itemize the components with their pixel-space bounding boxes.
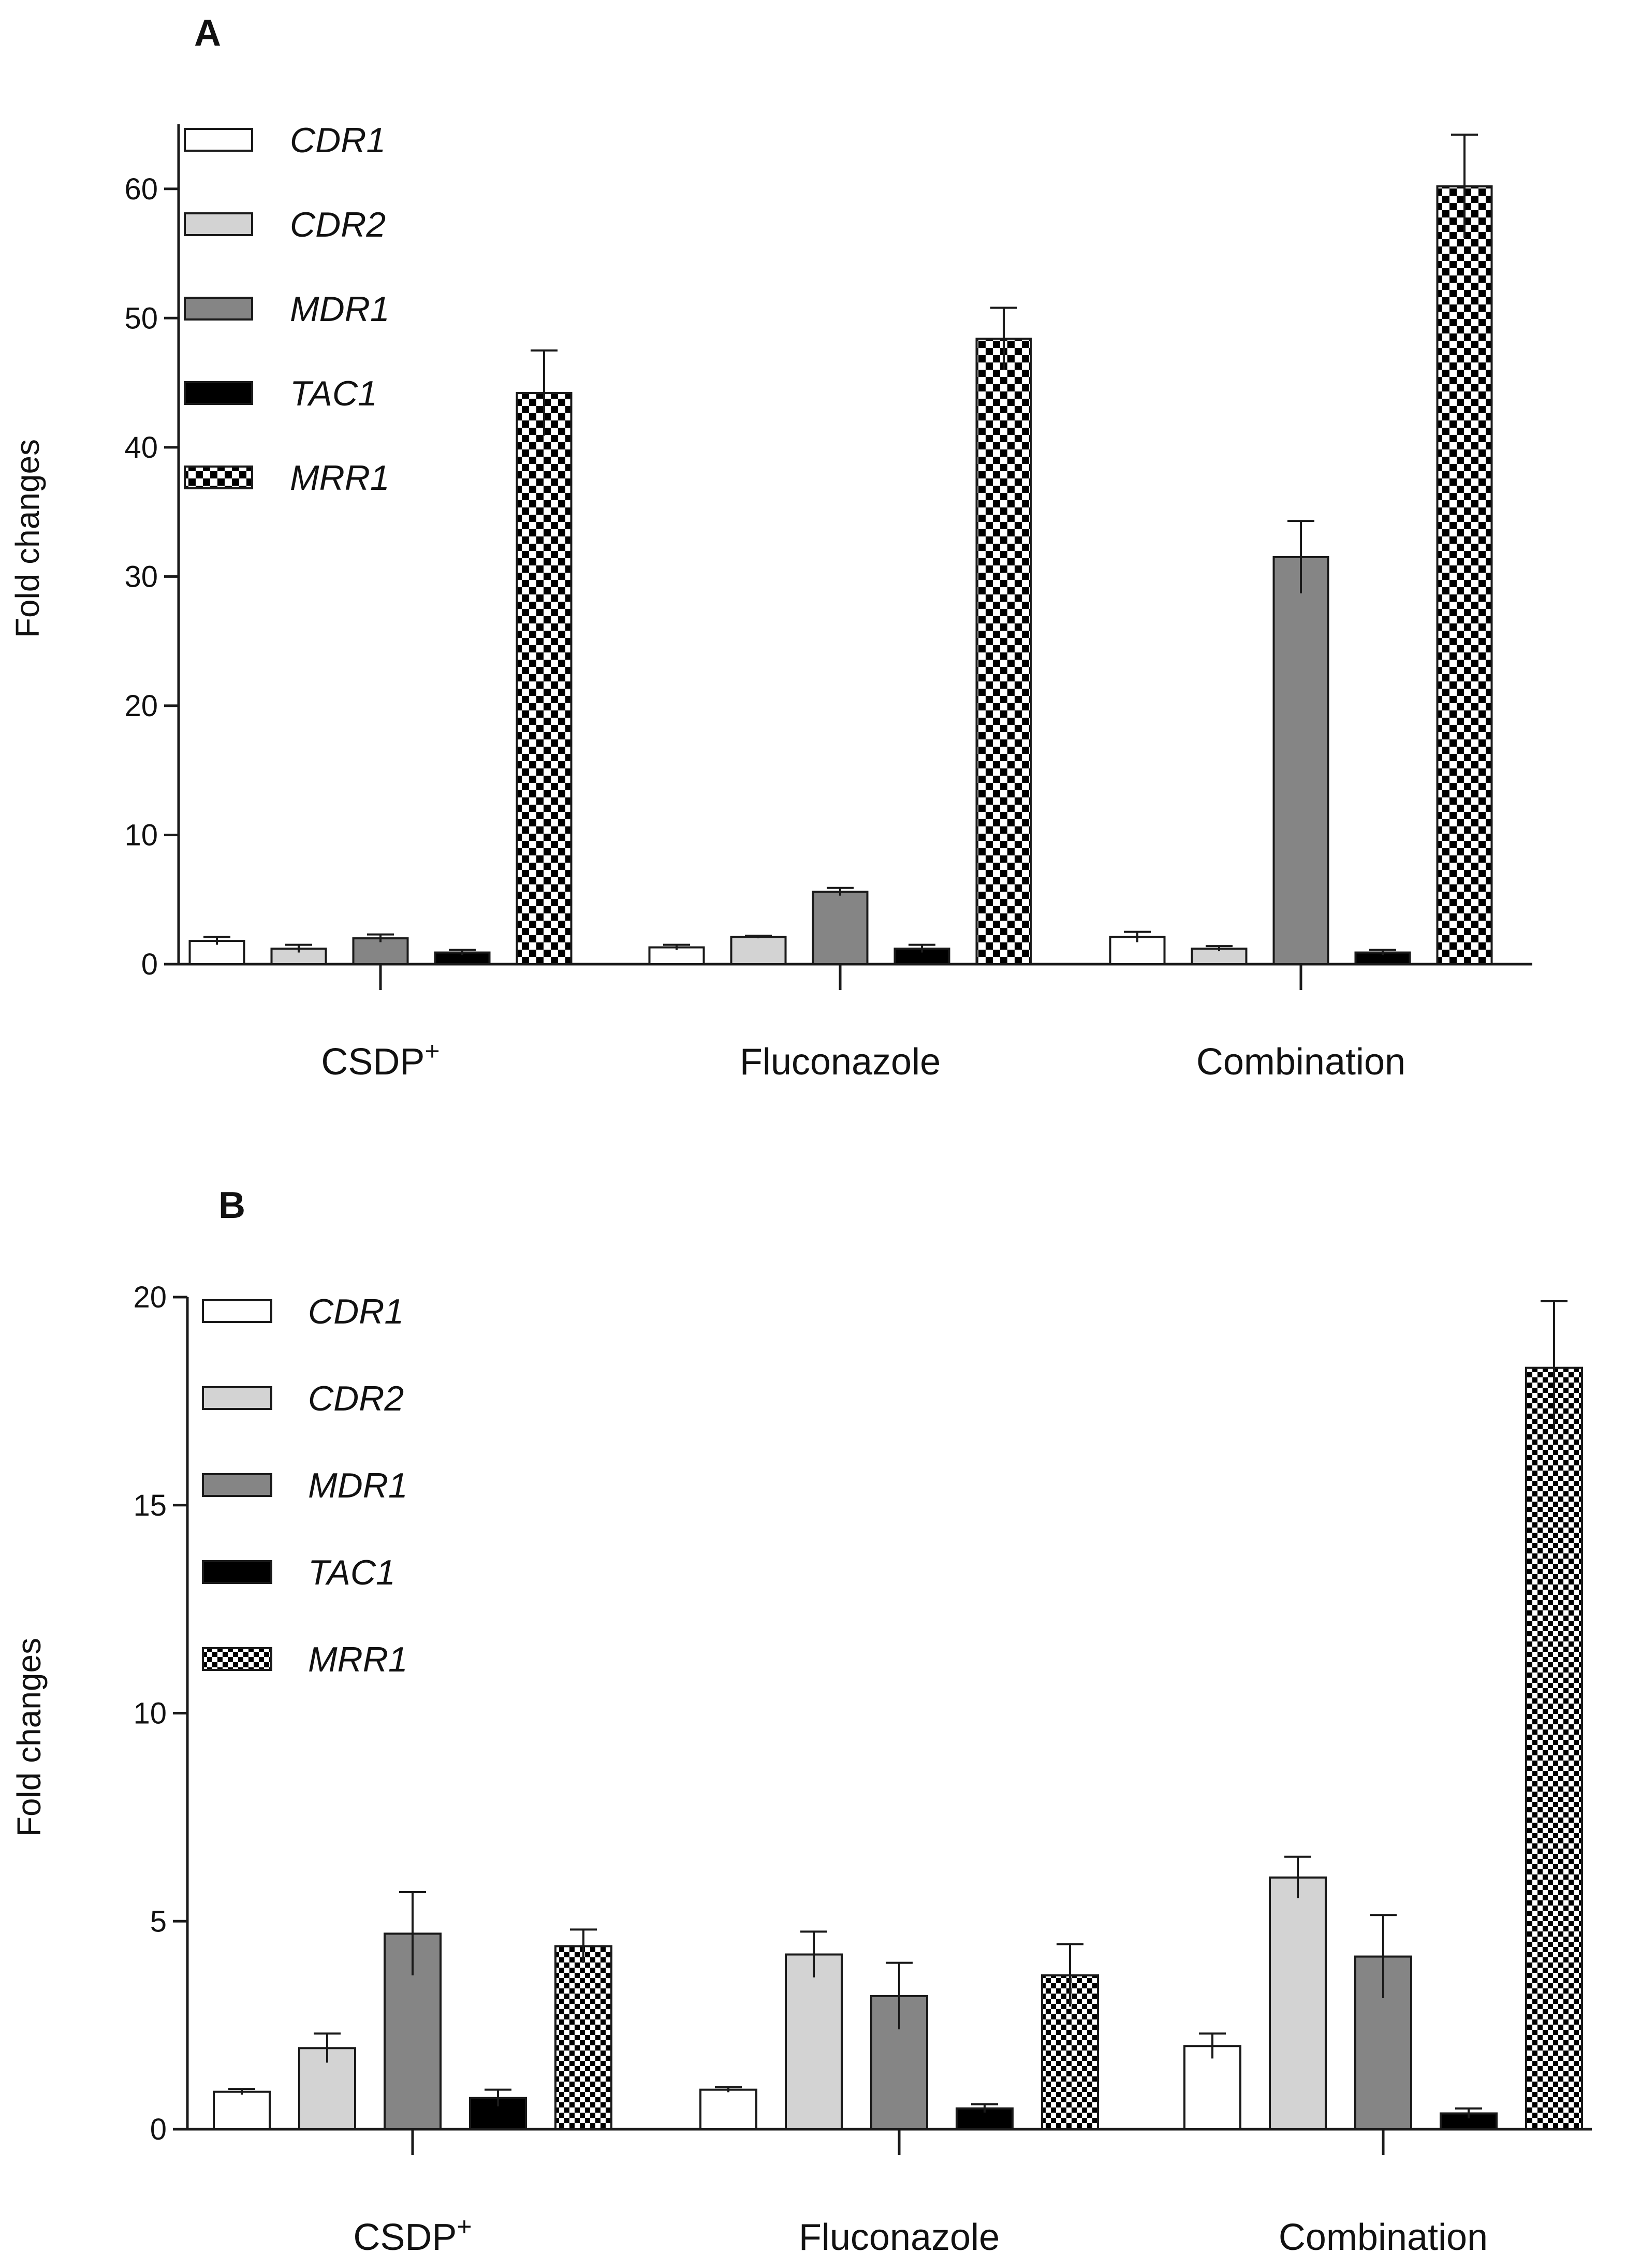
bar-cdr2-fluconazole [785,1953,843,2131]
legend-swatch-cdr2 [202,1386,272,1410]
group-label-fluconazole: Fluconazole [799,2217,1000,2258]
y-axis-label: Fold changes [10,1638,48,1837]
legend-label-mdr1: MDR1 [308,1466,408,1505]
legend-label-tac1: TAC1 [308,1553,395,1592]
bar-mrr1-fluconazole [975,338,1032,965]
y-tick-label: 60 [124,172,158,206]
bar-cdr1-combination [1109,936,1166,965]
bar-cdr2-combination [1269,1876,1327,2131]
chart-panel-a: 0 10 20 30 40 50 60 Fold changes CSDP+ Fluconazol… [9,121,1532,1083]
group-label-csdp: CSDP+ [321,1037,440,1083]
y-tick-label: 40 [124,431,158,464]
panel-b-label: B [218,1185,245,1226]
group-label-csdp: CSDP+ [353,2212,472,2258]
bar-mrr1-combination [1525,1366,1583,2130]
y-tick-label: 10 [133,1697,167,1731]
group-label-combination: Combination [1196,1041,1405,1083]
y-tick-label: 30 [124,560,158,593]
y-tick-label: 50 [124,301,158,335]
y-tick-label: 20 [133,1281,167,1314]
legend-swatch-cdr2 [184,212,253,236]
panel-a-label: A [194,12,221,54]
legend-swatch-cdr1 [202,1299,272,1323]
bar-cdr1-fluconazole [699,2088,757,2130]
bar-mdr1-combination [1272,556,1329,965]
y-tick-label: 20 [124,689,158,723]
bar-tac1-fluconazole [956,2107,1014,2130]
legend-label-mrr1: MRR1 [290,458,390,498]
legend-swatch-mdr1 [202,1473,272,1497]
bar-mrr1-csdp [516,392,573,965]
legend-label-mdr1: MDR1 [290,289,390,329]
y-tick-label: 10 [124,818,158,852]
bar-cdr1-fluconazole [648,946,705,966]
bar-mrr1-csdp [554,1945,612,2130]
legend-swatch-mrr1 [202,1647,272,1671]
bar-cdr1-csdp [213,2090,271,2131]
legend-swatch-mdr1 [184,297,253,321]
legend-swatch-mrr1 [184,466,253,489]
bar-mrr1-combination [1436,185,1493,966]
y-tick-label: 5 [150,1904,167,1938]
legend-swatch-tac1 [202,1560,272,1584]
legend-label-cdr1: CDR1 [290,121,386,160]
bar-cdr2-csdp [298,2047,356,2130]
legend-label-tac1: TAC1 [290,374,377,413]
bar-cdr2-fluconazole [730,936,787,965]
y-tick-label: 0 [141,948,158,981]
legend-swatch-tac1 [184,381,253,405]
chart-panel-b: 0 5 10 15 20 Fold changes CSDP+ Fluconazole Comb… [10,1281,1592,2258]
legend-swatch-cdr1 [184,128,253,152]
y-axis-label: Fold changes [9,439,46,638]
legend-label-cdr1: CDR1 [308,1292,404,1331]
y-tick-label: 15 [133,1489,167,1522]
legend-label-cdr2: CDR2 [308,1379,404,1418]
bar-mdr1-fluconazole [812,891,869,965]
y-tick-label: 0 [150,2113,167,2146]
bar-cdr1-csdp [188,940,245,966]
legend-label-mrr1: MRR1 [308,1640,408,1679]
legend-label-cdr2: CDR2 [290,205,386,244]
group-label-fluconazole: Fluconazole [740,1041,941,1083]
group-label-combination: Combination [1279,2217,1488,2258]
bar-mrr1-fluconazole [1041,1974,1099,2131]
